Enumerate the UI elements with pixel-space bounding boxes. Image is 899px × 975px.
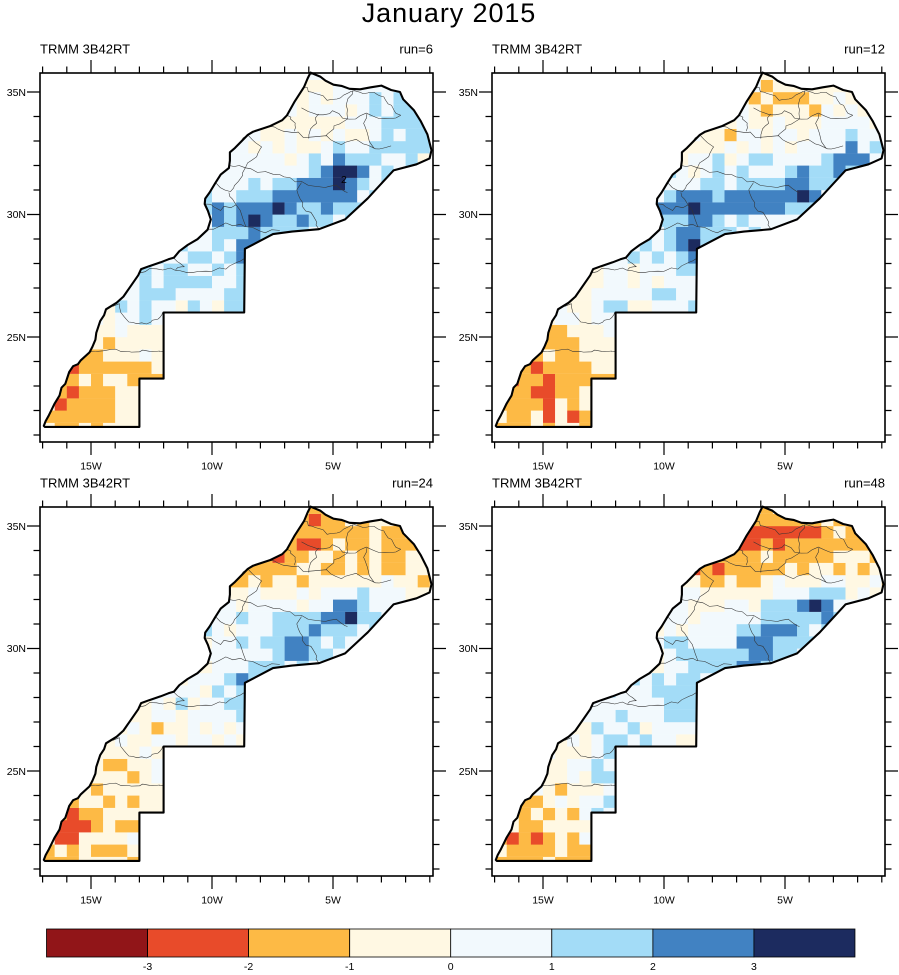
svg-text:-3: -3: [143, 961, 152, 973]
svg-text:2: 2: [341, 174, 347, 186]
svg-text:January 2015: January 2015: [362, 0, 536, 28]
svg-text:TRMM 3B42RT: TRMM 3B42RT: [40, 42, 130, 57]
svg-text:run=6: run=6: [399, 42, 433, 57]
svg-text:1: 1: [549, 961, 555, 973]
svg-text:TRMM 3B42RT: TRMM 3B42RT: [40, 476, 130, 491]
svg-text:run=48: run=48: [844, 476, 885, 491]
svg-text:run=12: run=12: [844, 42, 885, 57]
svg-text:3: 3: [751, 961, 757, 973]
svg-text:TRMM 3B42RT: TRMM 3B42RT: [492, 42, 582, 57]
svg-text:2: 2: [650, 961, 656, 973]
svg-text:-2: -2: [244, 961, 253, 973]
svg-text:run=24: run=24: [392, 476, 433, 491]
svg-text:0: 0: [448, 961, 454, 973]
svg-text:TRMM 3B42RT: TRMM 3B42RT: [492, 476, 582, 491]
svg-text:-1: -1: [345, 961, 354, 973]
